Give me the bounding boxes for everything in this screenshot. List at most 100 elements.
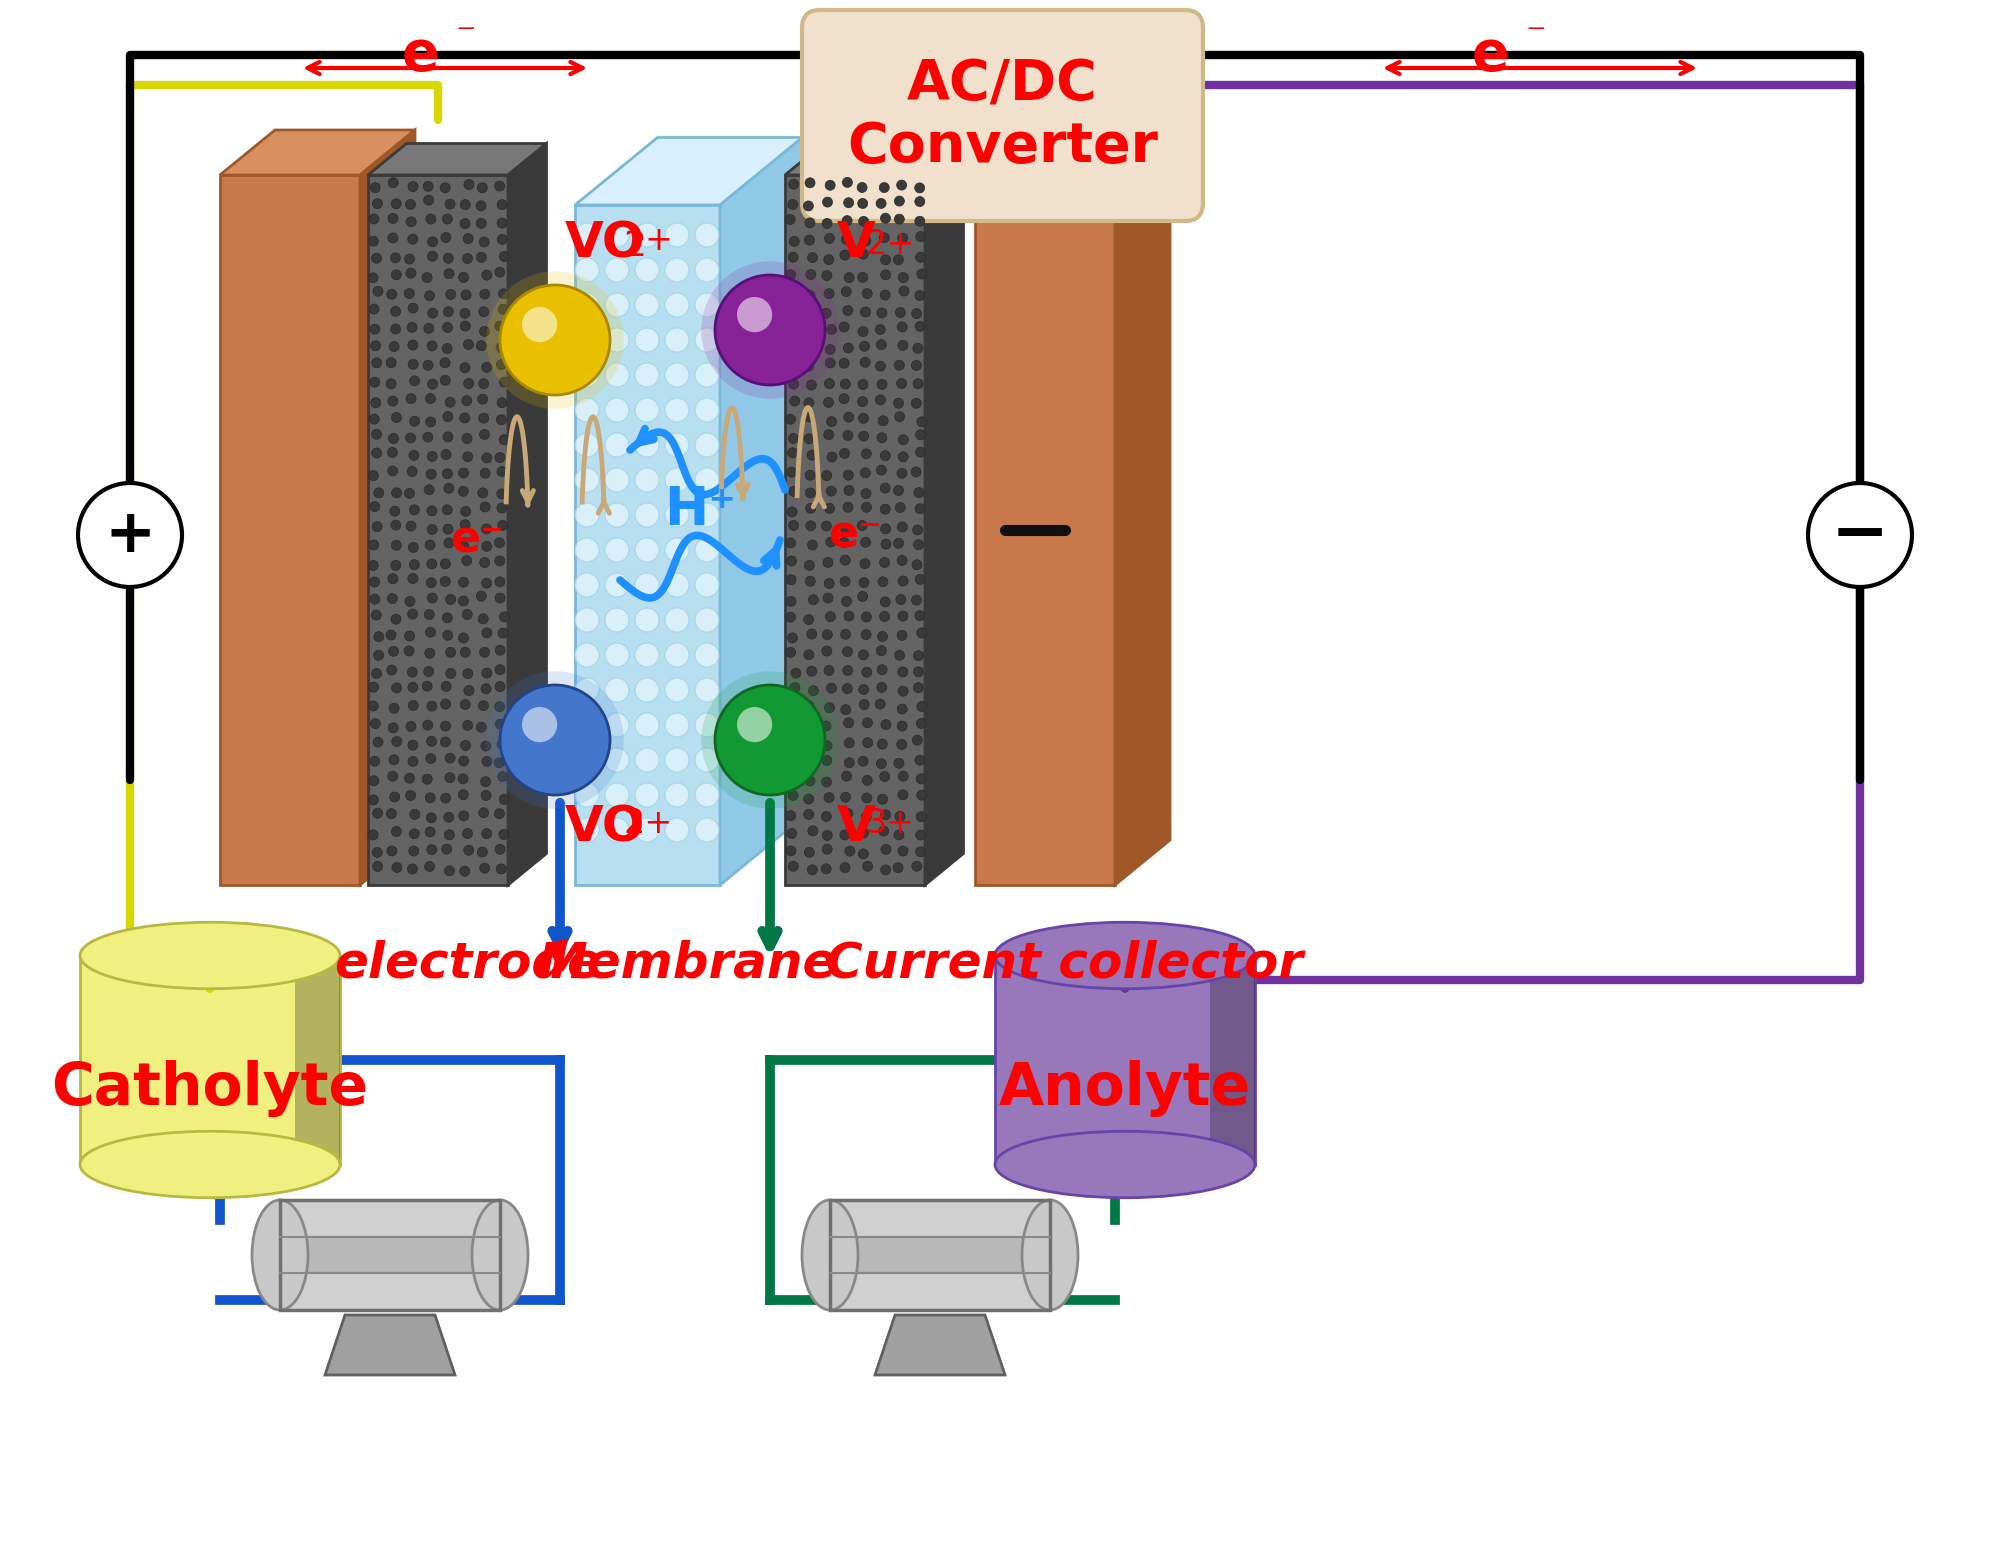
Circle shape (370, 182, 380, 193)
Circle shape (788, 861, 798, 871)
Circle shape (912, 467, 922, 477)
Circle shape (701, 261, 838, 399)
Circle shape (390, 615, 400, 624)
Circle shape (392, 413, 402, 422)
Circle shape (482, 742, 492, 751)
Circle shape (665, 468, 689, 491)
Circle shape (480, 289, 490, 300)
Circle shape (894, 759, 904, 768)
Circle shape (462, 720, 472, 731)
Circle shape (440, 698, 450, 709)
Circle shape (426, 627, 436, 637)
Circle shape (575, 504, 599, 527)
Circle shape (695, 748, 719, 772)
Circle shape (480, 777, 490, 786)
Circle shape (838, 321, 848, 332)
Circle shape (842, 306, 852, 315)
Circle shape (912, 399, 922, 408)
Circle shape (665, 748, 689, 772)
Circle shape (388, 233, 398, 243)
Circle shape (404, 289, 414, 298)
Circle shape (898, 340, 908, 351)
Circle shape (808, 541, 818, 550)
Circle shape (426, 737, 436, 746)
Circle shape (880, 524, 890, 533)
Circle shape (442, 613, 452, 623)
Circle shape (460, 507, 470, 516)
Circle shape (858, 216, 868, 226)
Circle shape (494, 538, 504, 548)
Circle shape (372, 522, 382, 531)
Circle shape (605, 538, 629, 562)
Circle shape (392, 541, 402, 550)
Circle shape (404, 772, 414, 783)
Circle shape (784, 323, 794, 332)
Circle shape (478, 488, 488, 497)
Circle shape (878, 827, 888, 836)
Text: V: V (836, 219, 876, 267)
Circle shape (372, 669, 382, 678)
Circle shape (408, 235, 418, 244)
Circle shape (372, 253, 382, 263)
Circle shape (858, 326, 868, 337)
Circle shape (820, 309, 830, 318)
Circle shape (392, 827, 402, 836)
Circle shape (862, 861, 872, 871)
Circle shape (840, 705, 850, 715)
Circle shape (605, 643, 629, 667)
Circle shape (476, 201, 486, 210)
Circle shape (824, 397, 834, 408)
Circle shape (408, 360, 418, 369)
Circle shape (786, 828, 796, 839)
Text: 2+: 2+ (623, 806, 673, 840)
Circle shape (635, 258, 659, 283)
Circle shape (876, 433, 886, 443)
Circle shape (370, 756, 380, 766)
Circle shape (442, 450, 452, 459)
Circle shape (498, 467, 508, 476)
Circle shape (428, 307, 438, 318)
Circle shape (496, 864, 506, 874)
Circle shape (462, 290, 472, 300)
Circle shape (635, 468, 659, 491)
Text: 2: 2 (623, 229, 645, 263)
Circle shape (896, 307, 906, 318)
Circle shape (635, 817, 659, 842)
Circle shape (464, 233, 474, 244)
Circle shape (424, 666, 434, 677)
Circle shape (912, 559, 922, 570)
Circle shape (500, 377, 510, 388)
Circle shape (858, 650, 868, 660)
Circle shape (894, 399, 904, 408)
Circle shape (498, 771, 508, 782)
Circle shape (842, 683, 852, 694)
Circle shape (894, 862, 904, 873)
Circle shape (422, 272, 432, 283)
Circle shape (788, 434, 798, 443)
Circle shape (498, 304, 508, 314)
Circle shape (388, 756, 398, 765)
Circle shape (862, 776, 872, 785)
Circle shape (635, 504, 659, 527)
Circle shape (858, 272, 868, 283)
Circle shape (804, 701, 814, 711)
Circle shape (408, 542, 418, 553)
Text: 3+: 3+ (864, 806, 914, 840)
Circle shape (826, 417, 836, 426)
Circle shape (880, 504, 890, 514)
Circle shape (844, 470, 854, 480)
Circle shape (496, 556, 506, 565)
Circle shape (388, 573, 398, 584)
Circle shape (788, 252, 798, 263)
Circle shape (408, 757, 418, 766)
Circle shape (458, 789, 468, 800)
Circle shape (804, 488, 816, 497)
Circle shape (880, 720, 890, 729)
Text: Membrane: Membrane (538, 939, 836, 987)
Circle shape (496, 343, 506, 352)
Circle shape (386, 847, 396, 856)
Circle shape (442, 215, 452, 224)
Polygon shape (784, 175, 926, 885)
Circle shape (496, 414, 506, 425)
Circle shape (460, 700, 470, 709)
